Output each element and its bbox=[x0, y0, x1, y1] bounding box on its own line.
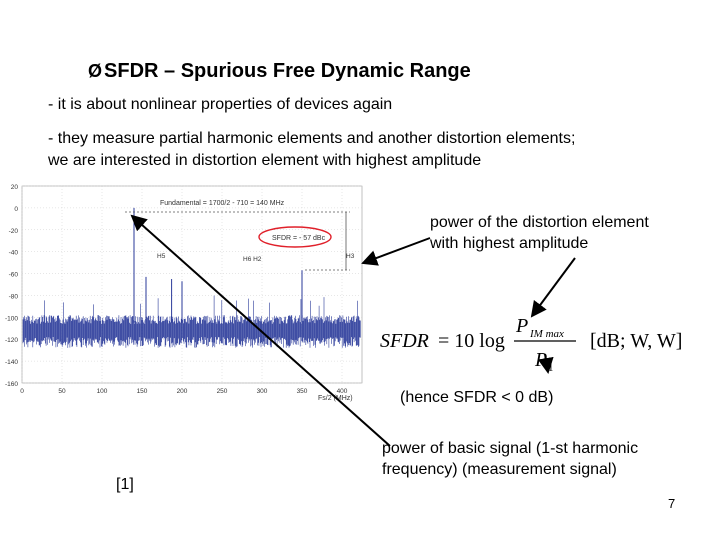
hence-note: (hence SFDR < 0 dB) bbox=[400, 389, 554, 406]
formula-lhs: SFDR bbox=[380, 330, 429, 352]
y-tick-label: -40 bbox=[9, 250, 19, 257]
slide-title: Ø SFDR – Spurious Free Dynamic Range bbox=[88, 60, 471, 83]
h5-label: H5 bbox=[157, 253, 166, 260]
y-tick-label: 0 bbox=[14, 206, 18, 213]
formula-denominator: P bbox=[534, 349, 547, 371]
formula-numerator-sub: IM max bbox=[529, 328, 564, 340]
fundamental-label: Fundamental = 1700/2 - 710 = 140 MHz bbox=[160, 200, 285, 207]
y-tick-label: -120 bbox=[5, 337, 18, 344]
bullet-line-1: - it is about nonlinear properties of de… bbox=[48, 96, 393, 113]
arrow-to-numerator-icon bbox=[530, 257, 576, 318]
page-number: 7 bbox=[668, 496, 676, 511]
arrow-to-spur-icon bbox=[361, 237, 431, 266]
reference-marker: [1] bbox=[116, 476, 134, 493]
x-tick-label: 300 bbox=[257, 388, 268, 395]
title-text: SFDR – Spurious Free Dynamic Range bbox=[104, 60, 471, 82]
formula-numerator: P bbox=[515, 315, 528, 337]
formula-eq: = 10 log bbox=[438, 330, 505, 352]
h6h2-label: H6 H2 bbox=[243, 256, 262, 263]
callout-top-line-2: with highest amplitude bbox=[430, 235, 589, 252]
bullet-line-3: we are interested in distortion element … bbox=[48, 152, 482, 169]
callout-bottom-line-2: frequency) (measurement signal) bbox=[382, 461, 617, 478]
x-tick-label: 100 bbox=[97, 388, 108, 395]
y-tick-label: -140 bbox=[5, 359, 18, 366]
callout-top-line-1: power of the distortion element bbox=[430, 214, 649, 231]
sfdr-label: SFDR = - 57 dBc bbox=[272, 235, 326, 242]
x-tick-label: 150 bbox=[137, 388, 148, 395]
x-tick-label: 350 bbox=[297, 388, 308, 395]
bullet-arrow-icon: Ø bbox=[88, 61, 103, 81]
formula-units: [dB; W, W] bbox=[590, 330, 682, 352]
y-tick-label: -20 bbox=[9, 228, 19, 235]
h3-label: H3 bbox=[346, 253, 355, 260]
callout-basic-signal: power of basic signal (1-st harmonic fre… bbox=[382, 438, 638, 480]
x-tick-label: 200 bbox=[177, 388, 188, 395]
y-tick-label: -80 bbox=[9, 293, 19, 300]
x-tick-label: 50 bbox=[58, 388, 66, 395]
y-tick-label: 20 bbox=[11, 184, 19, 191]
y-axis-ticks: 20 0 -20 -40 -60 -80 -100 -120 -140 -160 bbox=[5, 184, 18, 388]
spectrum-plot: 200-20-40-60-80-100-120-140-160 0 50 100 15… bbox=[0, 178, 370, 403]
bullet-line-2: - they measure partial harmonic elements… bbox=[48, 130, 576, 147]
y-tick-label: -100 bbox=[5, 315, 18, 322]
callout-bottom-line-1: power of basic signal (1-st harmonic bbox=[382, 440, 639, 457]
x-tick-label: 0 bbox=[20, 388, 24, 395]
callout-distortion-power: power of the distortion element with hig… bbox=[430, 212, 649, 254]
y-tick-label: -160 bbox=[5, 381, 18, 388]
x-tick-label: 250 bbox=[217, 388, 228, 395]
y-tick-label: -60 bbox=[9, 272, 19, 279]
sfdr-formula: SFDR = 10 log P IM max P 1 [dB; W, W] bbox=[380, 315, 682, 374]
formula-denominator-sub: 1 bbox=[548, 362, 554, 374]
x-tick-label: 400 bbox=[337, 388, 348, 395]
x-axis-title: Fs/2 (MHz) bbox=[318, 395, 353, 402]
